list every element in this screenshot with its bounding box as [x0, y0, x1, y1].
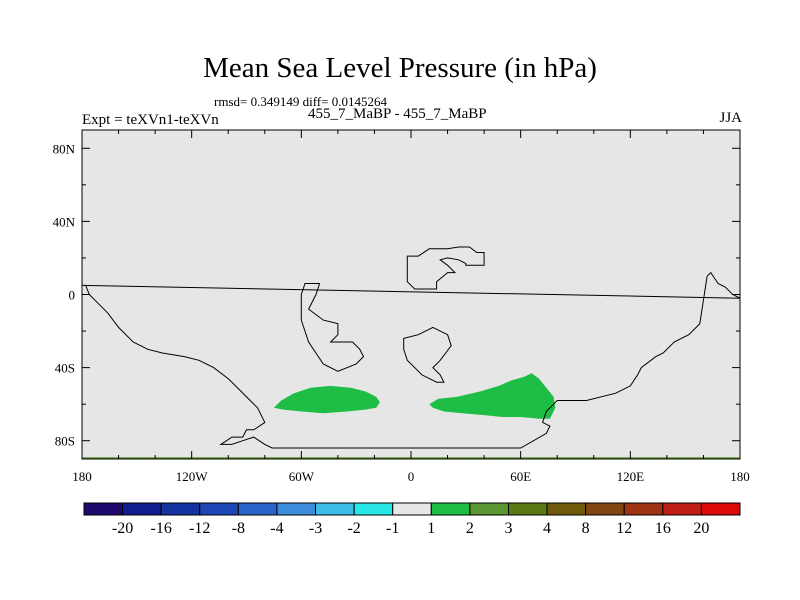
case-label: 455_7_MaBP - 455_7_MaBP — [308, 106, 487, 122]
colorbar-swatch — [237, 502, 278, 516]
colorbar-swatch — [469, 502, 509, 516]
colorbar-label: -8 — [232, 520, 245, 537]
colorbar-label: 16 — [655, 520, 671, 537]
axis-ticks: 180 120W 60W 0 60E 120E 180 80N 40N 0 40S 80S — [53, 130, 750, 484]
y-tick-label: 80S — [55, 434, 75, 449]
x-tick-label: 60E — [510, 469, 531, 484]
colorbar-swatch — [430, 502, 471, 516]
x-tick-label: 180 — [730, 469, 750, 484]
colorbar-label: -1 — [386, 520, 399, 537]
x-tick-label: 120E — [617, 469, 645, 484]
colorbar-label: 20 — [693, 520, 709, 537]
colorbar-swatch — [315, 502, 355, 516]
colorbar-swatch — [700, 502, 741, 516]
y-tick-label: 0 — [69, 288, 76, 303]
colorbar-swatch — [585, 502, 625, 516]
colorbar: -20 -16 -12 -8 -4 -3 -2 -1 1 2 3 4 8 12 16 20 — [83, 502, 741, 537]
colorbar-swatch — [623, 502, 664, 516]
colorbar-label: -12 — [189, 520, 210, 537]
x-tick-label: 120W — [176, 469, 209, 484]
colorbar-label: -4 — [270, 520, 283, 537]
y-tick-label: 40N — [53, 214, 76, 229]
colorbar-label: 4 — [543, 520, 551, 537]
colorbar-swatch — [199, 502, 239, 516]
colorbar-label: -3 — [309, 520, 322, 537]
experiment-label: Expt = teXVn1-teXVn — [82, 112, 219, 128]
x-tick-label: 180 — [72, 469, 92, 484]
colorbar-swatch — [83, 502, 124, 516]
colorbar-label: 2 — [466, 520, 474, 537]
plot-area — [82, 130, 740, 459]
rmsd-diff-stats: rmsd= 0.349149 diff= 0.0145264 — [214, 94, 387, 109]
contour-line-3 — [406, 246, 485, 290]
chart-title: Mean Sea Level Pressure (in hPa) — [203, 52, 597, 84]
colorbar-label: 1 — [427, 520, 435, 537]
contour-line-4 — [403, 326, 452, 383]
colorbar-swatch — [160, 502, 201, 516]
contour-line-1 — [82, 271, 740, 449]
anomaly-region-2 — [429, 373, 556, 419]
colorbar-swatch — [276, 502, 317, 516]
colorbar-label: 3 — [504, 520, 512, 537]
colorbar-swatch — [507, 502, 548, 516]
colorbar-swatch — [662, 502, 702, 516]
y-tick-label: 80N — [53, 141, 76, 156]
colorbar-label: 12 — [616, 520, 632, 537]
season-label: JJA — [719, 110, 742, 126]
anomaly-region-1 — [273, 385, 380, 414]
colorbar-swatch — [353, 502, 394, 516]
x-tick-label: 60W — [289, 469, 315, 484]
y-tick-label: 40S — [55, 361, 75, 376]
colorbar-label: -16 — [151, 520, 172, 537]
coastline-contours — [82, 246, 740, 449]
x-tick-label: 0 — [408, 469, 415, 484]
colorbar-label: -20 — [112, 520, 133, 537]
colorbar-label: 8 — [582, 520, 590, 537]
contour-line-2 — [300, 283, 365, 372]
colorbar-swatch — [122, 502, 162, 516]
colorbar-label: -2 — [347, 520, 360, 537]
colorbar-swatch — [546, 502, 587, 516]
colorbar-swatch — [392, 502, 432, 516]
